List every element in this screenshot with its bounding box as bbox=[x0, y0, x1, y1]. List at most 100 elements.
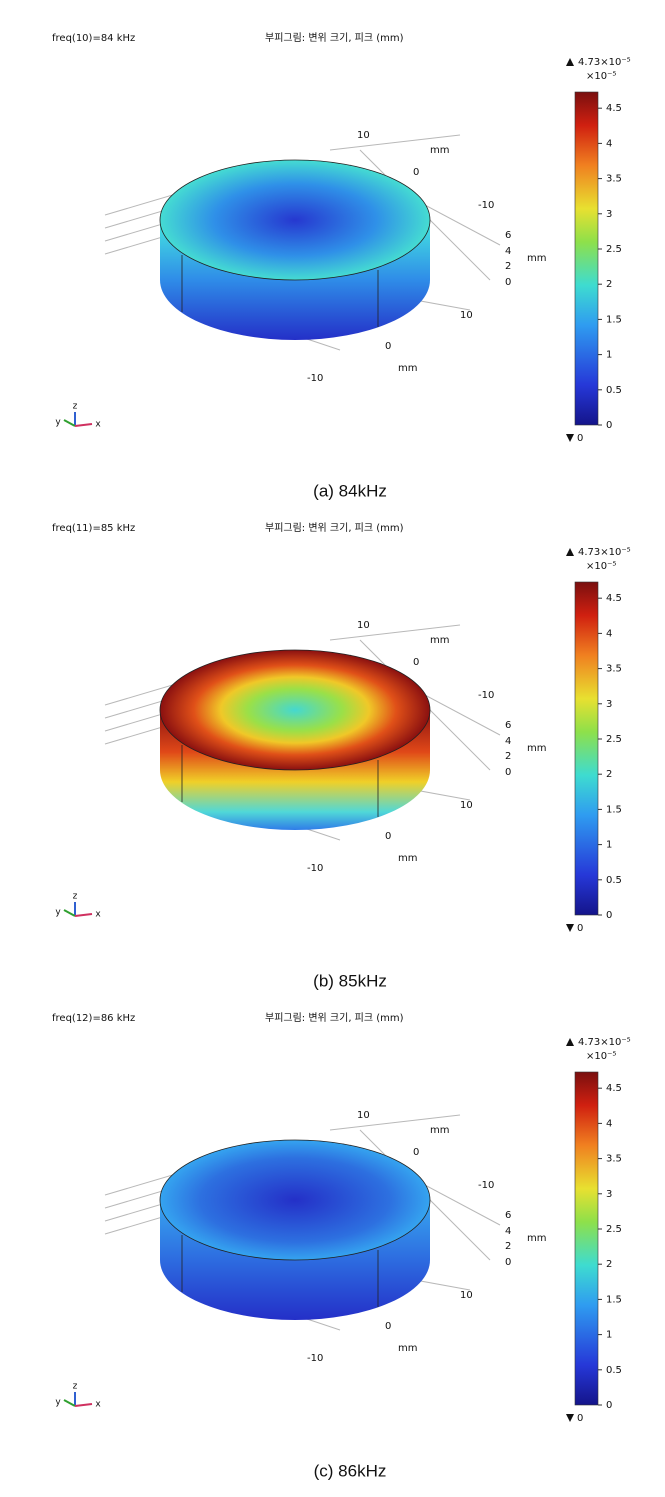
axis-label: 0 bbox=[413, 657, 419, 668]
colorbar-tick-label: 0.5 bbox=[606, 875, 622, 886]
triad-label: z bbox=[73, 1382, 78, 1392]
axis-label: 10 bbox=[357, 130, 370, 141]
colorbar-tick-label: 0.5 bbox=[606, 385, 622, 396]
grid-line bbox=[329, 134, 461, 151]
triad-axis bbox=[74, 913, 93, 917]
panel-title: 부피그림: 변위 크기, 피크 (mm) bbox=[265, 1011, 404, 1024]
axis-label: -10 bbox=[307, 863, 323, 874]
caption: (b) 85kHz bbox=[313, 971, 387, 990]
axis-label: 0 bbox=[505, 767, 511, 778]
axis-label: 0 bbox=[385, 831, 391, 842]
panel-title: 부피그림: 변위 크기, 피크 (mm) bbox=[265, 31, 404, 44]
axis-label: 0 bbox=[413, 167, 419, 178]
colorbar bbox=[574, 91, 599, 426]
cylinder-top bbox=[159, 159, 431, 281]
colorbar-tick-label: 4 bbox=[606, 138, 612, 149]
axis-label: 10 bbox=[460, 800, 473, 811]
triad-axis bbox=[63, 909, 76, 917]
colorbar-tick-label: 1.5 bbox=[606, 314, 622, 325]
axis-label: mm bbox=[398, 363, 417, 374]
colorbar-tick-label: 2 bbox=[606, 1259, 612, 1270]
axis-label: 4 bbox=[505, 736, 511, 747]
colorbar-tick-label: 4.5 bbox=[606, 593, 622, 604]
colorbar-max: 4.73×10⁻⁵ bbox=[578, 57, 631, 68]
axis-label: 0 bbox=[385, 341, 391, 352]
axis-label: -10 bbox=[478, 200, 494, 211]
colorbar-tick-label: 3.5 bbox=[606, 1154, 622, 1165]
max-marker bbox=[566, 1038, 574, 1046]
colorbar-tick-label: 4 bbox=[606, 1118, 612, 1129]
colorbar-tick-label: 0 bbox=[606, 910, 612, 921]
min-marker bbox=[566, 1414, 574, 1422]
colorbar-tick-label: 0 bbox=[606, 420, 612, 431]
colorbar-min: 0 bbox=[577, 923, 583, 934]
triad-label: x bbox=[95, 420, 101, 430]
axis-label: 0 bbox=[505, 277, 511, 288]
colorbar-tick-label: 3.5 bbox=[606, 174, 622, 185]
colorbar-tick-label: 1 bbox=[606, 840, 612, 851]
grid-line bbox=[329, 624, 461, 641]
axis-label: 10 bbox=[460, 310, 473, 321]
axis-label: mm bbox=[430, 635, 449, 646]
cylinder-top bbox=[159, 1139, 431, 1261]
colorbar-tick-label: 2 bbox=[606, 769, 612, 780]
axis-label: mm bbox=[430, 145, 449, 156]
caption: (c) 86kHz bbox=[314, 1461, 387, 1480]
caption: (a) 84kHz bbox=[313, 481, 387, 500]
colorbar-tick-label: 4.5 bbox=[606, 1083, 622, 1094]
triad-axis bbox=[74, 1403, 93, 1407]
axis-label: -10 bbox=[478, 690, 494, 701]
panel-label: freq(12)=86 kHz bbox=[52, 1013, 135, 1024]
colorbar-tick-label: 3 bbox=[606, 1189, 612, 1200]
triad-label: x bbox=[95, 1400, 101, 1410]
colorbar-min: 0 bbox=[577, 433, 583, 444]
axis-label: mm bbox=[398, 1343, 417, 1354]
axis-label: 0 bbox=[505, 1257, 511, 1268]
colorbar-tick-label: 3.5 bbox=[606, 664, 622, 675]
axis-label: mm bbox=[527, 1233, 546, 1244]
axis-label: 0 bbox=[413, 1147, 419, 1158]
panel: freq(11)=85 kHz 부피그림: 변위 크기, 피크 (mm)10mm0… bbox=[52, 521, 631, 990]
axis-label: 4 bbox=[505, 246, 511, 257]
colorbar-min: 0 bbox=[577, 1413, 583, 1424]
colorbar-tick-label: 2 bbox=[606, 279, 612, 290]
grid-line bbox=[329, 1114, 461, 1131]
colorbar-tick-label: 1.5 bbox=[606, 1294, 622, 1305]
triad-label: z bbox=[73, 892, 78, 902]
colorbar-scale: ×10⁻⁵ bbox=[586, 1051, 616, 1062]
panel: freq(10)=84 kHz 부피그림: 변위 크기, 피크 (mm)10mm0… bbox=[52, 31, 631, 500]
triad-axis bbox=[74, 423, 93, 427]
panel-label: freq(11)=85 kHz bbox=[52, 523, 135, 534]
panel-title: 부피그림: 변위 크기, 피크 (mm) bbox=[265, 521, 404, 534]
colorbar-tick-label: 0.5 bbox=[606, 1365, 622, 1376]
colorbar-tick-label: 1 bbox=[606, 350, 612, 361]
triad-label: y bbox=[55, 1398, 61, 1408]
axis-label: 2 bbox=[505, 751, 511, 762]
min-marker bbox=[566, 924, 574, 932]
triad-axis bbox=[63, 419, 76, 427]
axis-label: mm bbox=[430, 1125, 449, 1136]
colorbar-tick-label: 1 bbox=[606, 1330, 612, 1341]
colorbar-max: 4.73×10⁻⁵ bbox=[578, 1037, 631, 1048]
axis-label: 6 bbox=[505, 230, 511, 241]
colorbar-tick-label: 0 bbox=[606, 1400, 612, 1411]
axis-label: -10 bbox=[478, 1180, 494, 1191]
colorbar-scale: ×10⁻⁵ bbox=[586, 71, 616, 82]
axis-label: 2 bbox=[505, 261, 511, 272]
colorbar-max: 4.73×10⁻⁵ bbox=[578, 547, 631, 558]
axis-label: mm bbox=[527, 253, 546, 264]
triad-axis bbox=[63, 1399, 76, 1407]
cylinder-top bbox=[159, 649, 431, 771]
colorbar bbox=[574, 581, 599, 916]
colorbar-tick-label: 3 bbox=[606, 209, 612, 220]
axis-label: 4 bbox=[505, 1226, 511, 1237]
axis-label: 10 bbox=[357, 620, 370, 631]
colorbar-tick-label: 3 bbox=[606, 699, 612, 710]
colorbar-tick-label: 4.5 bbox=[606, 103, 622, 114]
colorbar bbox=[574, 1071, 599, 1406]
colorbar-scale: ×10⁻⁵ bbox=[586, 561, 616, 572]
colorbar-tick-label: 2.5 bbox=[606, 244, 622, 255]
max-marker bbox=[566, 58, 574, 66]
colorbar-tick-label: 2.5 bbox=[606, 734, 622, 745]
min-marker bbox=[566, 434, 574, 442]
